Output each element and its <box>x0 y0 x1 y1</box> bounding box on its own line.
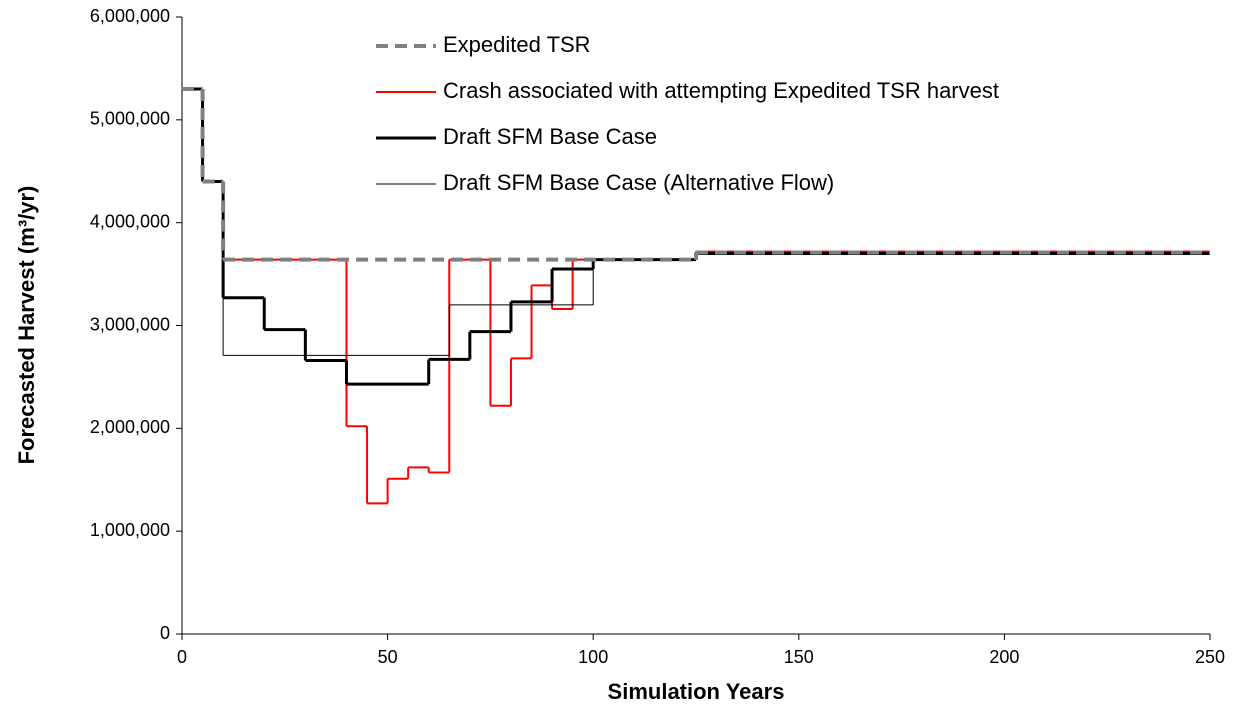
legend-label: Draft SFM Base Case <box>443 124 657 149</box>
x-axis-title: Simulation Years <box>608 679 785 704</box>
x-tick-label: 200 <box>989 647 1019 667</box>
legend-label: Draft SFM Base Case (Alternative Flow) <box>443 170 834 195</box>
y-tick-label: 2,000,000 <box>90 417 170 437</box>
y-tick-label: 6,000,000 <box>90 6 170 26</box>
y-tick-label: 5,000,000 <box>90 109 170 129</box>
y-axis-title: Forecasted Harvest (m³/yr) <box>14 186 39 465</box>
y-tick-label: 3,000,000 <box>90 314 170 334</box>
x-tick-label: 50 <box>378 647 398 667</box>
x-tick-label: 0 <box>177 647 187 667</box>
x-tick-label: 150 <box>784 647 814 667</box>
legend-label: Crash associated with attempting Expedit… <box>443 78 999 103</box>
y-tick-label: 1,000,000 <box>90 520 170 540</box>
x-tick-label: 250 <box>1195 647 1225 667</box>
legend-label: Expedited TSR <box>443 32 591 57</box>
y-tick-label: 0 <box>160 623 170 643</box>
x-tick-label: 100 <box>578 647 608 667</box>
y-tick-label: 4,000,000 <box>90 211 170 231</box>
